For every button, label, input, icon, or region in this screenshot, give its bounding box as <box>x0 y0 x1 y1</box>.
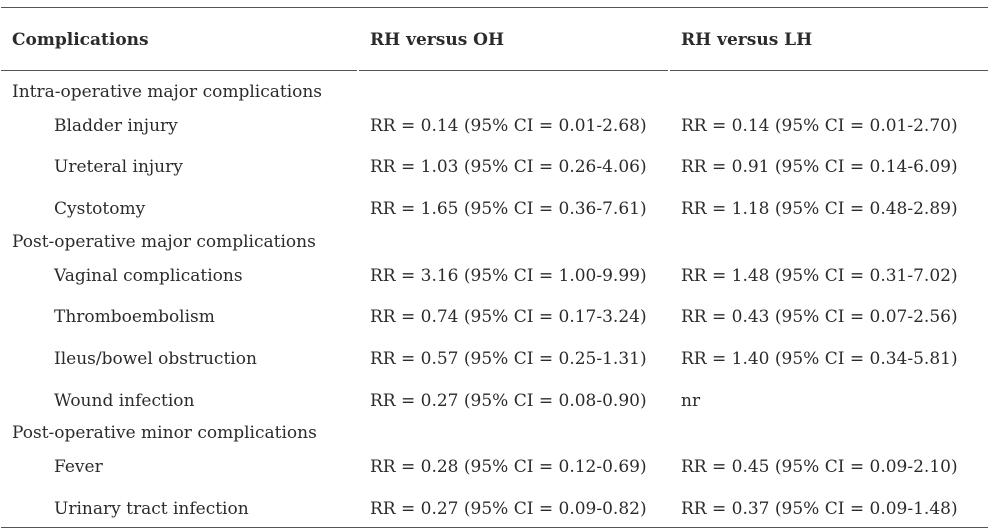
complication-label: Urinary tract infection <box>54 499 249 519</box>
rh-vs-lh-value: nr <box>681 391 701 411</box>
table-row: Wound infection RR = 0.27 (95% CI = 0.08-… <box>0 391 989 411</box>
table-top-rule <box>1 7 988 8</box>
rh-vs-oh-value: RR = 0.28 (95% CI = 0.12-0.69) <box>370 457 647 477</box>
table-row: Fever RR = 0.28 (95% CI = 0.12-0.69) RR = … <box>0 457 989 477</box>
header-complications: Complications <box>12 30 149 50</box>
header-rh-versus-lh: RH versus LH <box>681 30 813 50</box>
table-row: Ileus/bowel obstruction RR = 0.57 (95% CI… <box>0 349 989 369</box>
header-rule-col1 <box>1 70 357 71</box>
rh-vs-lh-value: RR = 0.45 (95% CI = 0.09-2.10) <box>681 457 958 477</box>
group-header-row: Post-operative minor complications <box>0 423 989 443</box>
complication-label: Bladder injury <box>54 116 178 136</box>
rh-vs-oh-value: RR = 0.74 (95% CI = 0.17-3.24) <box>370 307 647 327</box>
complication-label: Thromboembolism <box>54 307 215 327</box>
table-row: Cystotomy RR = 1.65 (95% CI = 0.36-7.61) R… <box>0 199 989 219</box>
header-rh-versus-oh: RH versus OH <box>370 30 505 50</box>
table-row: Ureteral injury RR = 1.03 (95% CI = 0.26-… <box>0 157 989 177</box>
header-rule-col2 <box>359 70 668 71</box>
group-label: Intra-operative major complications <box>12 82 323 102</box>
group-label: Post-operative minor complications <box>12 423 317 443</box>
header-rule-col3 <box>670 70 988 71</box>
rh-vs-lh-value: RR = 1.48 (95% CI = 0.31-7.02) <box>681 266 958 286</box>
group-label: Post-operative major complications <box>12 232 316 252</box>
complication-label: Fever <box>54 457 103 477</box>
table-row: Bladder injury RR = 0.14 (95% CI = 0.01-2… <box>0 116 989 136</box>
complication-label: Cystotomy <box>54 199 146 219</box>
table-row: Vaginal complications RR = 3.16 (95% CI =… <box>0 266 989 286</box>
table-row: Urinary tract infection RR = 0.27 (95% CI… <box>0 499 989 519</box>
rh-vs-lh-value: RR = 0.91 (95% CI = 0.14-6.09) <box>681 157 958 177</box>
complication-label: Ileus/bowel obstruction <box>54 349 257 369</box>
rh-vs-oh-value: RR = 0.14 (95% CI = 0.01-2.68) <box>370 116 647 136</box>
rh-vs-oh-value: RR = 3.16 (95% CI = 1.00-9.99) <box>370 266 647 286</box>
rh-vs-lh-value: RR = 0.14 (95% CI = 0.01-2.70) <box>681 116 958 136</box>
table-row: Thromboembolism RR = 0.74 (95% CI = 0.17-… <box>0 307 989 327</box>
rh-vs-oh-value: RR = 0.57 (95% CI = 0.25-1.31) <box>370 349 647 369</box>
complication-label: Ureteral injury <box>54 157 183 177</box>
rh-vs-oh-value: RR = 1.03 (95% CI = 0.26-4.06) <box>370 157 647 177</box>
rh-vs-lh-value: RR = 0.43 (95% CI = 0.07-2.56) <box>681 307 958 327</box>
group-header-row: Post-operative major complications <box>0 232 989 252</box>
complication-label: Vaginal complications <box>54 266 243 286</box>
complication-label: Wound infection <box>54 391 195 411</box>
table-bottom-rule <box>1 527 988 528</box>
rh-vs-oh-value: RR = 0.27 (95% CI = 0.08-0.90) <box>370 391 647 411</box>
rh-vs-oh-value: RR = 0.27 (95% CI = 0.09-0.82) <box>370 499 647 519</box>
group-header-row: Intra-operative major complications <box>0 82 989 102</box>
rh-vs-lh-value: RR = 1.40 (95% CI = 0.34-5.81) <box>681 349 958 369</box>
rh-vs-oh-value: RR = 1.65 (95% CI = 0.36-7.61) <box>370 199 647 219</box>
rh-vs-lh-value: RR = 1.18 (95% CI = 0.48-2.89) <box>681 199 958 219</box>
rh-vs-lh-value: RR = 0.37 (95% CI = 0.09-1.48) <box>681 499 958 519</box>
